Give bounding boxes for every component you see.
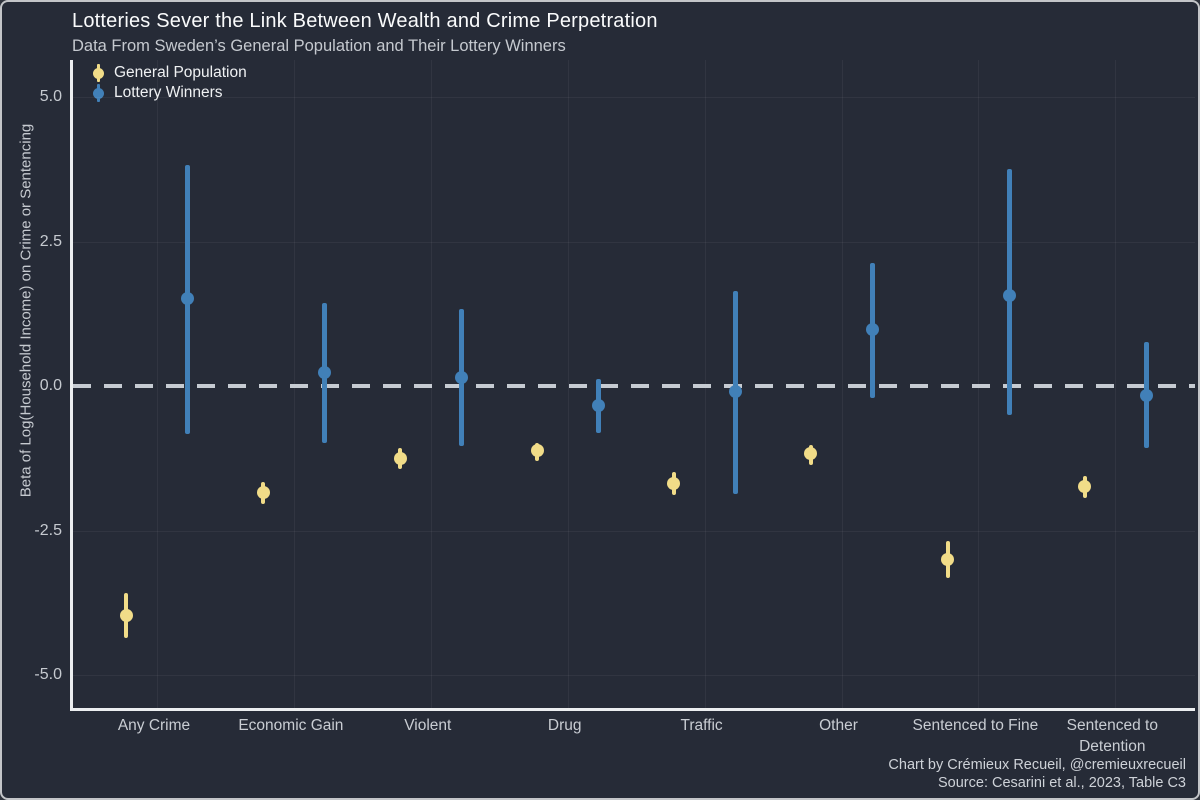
y-axis-label: Beta of Log(Household Income) on Crime o… [17,123,35,498]
point-estimate-lottery-winners-economic-gain [318,366,332,380]
point-estimate-lottery-winners-drug [591,398,605,412]
plot-area: General Population Lottery Winners [70,60,1195,711]
point-estimate-lottery-winners-violent [455,371,468,385]
point-estimate-general-population-traffic [667,476,681,490]
caption-credit: Chart by Crémieux Recueil, @cremieuxrecu… [888,757,1186,773]
point-estimate-lottery-winners-other [865,323,879,337]
legend-item-general-population: General Population [91,63,247,83]
x-axis-tick-label: Traffic [680,717,723,734]
caption-source: Source: Cesarini et al., 2023, Table C3 [938,775,1186,791]
chart-subtitle: Data From Sweden’s General Population an… [72,37,566,55]
x-axis-tick-label: Sentenced to Detention [1066,717,1158,755]
point-estimate-general-population-sentenced-to-fine [941,552,955,566]
horizontal-gridline [73,241,1195,243]
horizontal-gridline [73,530,1195,532]
point-estimate-general-population-violent [393,451,407,465]
point-estimate-lottery-winners-any-crime [181,291,195,305]
chart-title: Lotteries Sever the Link Between Wealth … [72,10,658,32]
point-estimate-lottery-winners-sentenced-to-fine [1002,289,1016,303]
x-axis-tick-label: Violent [404,717,452,734]
y-axis-tick-label: 0.0 [39,377,62,394]
x-axis-tick-label: Sentenced to Fine [912,717,1039,734]
x-axis-tick-label: Drug [547,717,582,734]
x-axis-tick-label: Economic Gain [238,717,344,734]
pointrange-icon [91,63,105,83]
pointrange-icon [91,83,105,103]
zero-reference-line [73,384,1195,388]
horizontal-gridline [73,675,1195,676]
horizontal-gridline [73,97,1195,98]
legend: General Population Lottery Winners [91,63,247,103]
legend-label: Lottery Winners [114,84,223,101]
y-axis-tick-label: -2.5 [34,521,62,539]
x-axis-tick-label: Other [819,717,858,734]
y-axis-tick-label: 5.0 [39,88,62,105]
caption: Chart by Crémieux Recueil, @cremieuxrecu… [888,756,1186,792]
point-estimate-lottery-winners-traffic [728,385,742,399]
legend-label: General Population [114,64,247,81]
x-axis-tick-label: Any Crime [117,717,191,734]
y-axis-tick-label: 2.5 [39,232,62,250]
y-axis-tick-label: -5.0 [34,666,62,683]
point-estimate-general-population-sentenced-to-detention [1078,480,1092,494]
point-estimate-lottery-winners-sentenced-to-detention [1139,388,1153,402]
legend-item-lottery-winners: Lottery Winners [91,83,247,103]
point-estimate-general-population-any-crime [119,608,133,622]
point-estimate-general-population-economic-gain [256,486,270,500]
point-estimate-general-population-other [804,447,818,461]
point-estimate-general-population-drug [530,444,544,458]
